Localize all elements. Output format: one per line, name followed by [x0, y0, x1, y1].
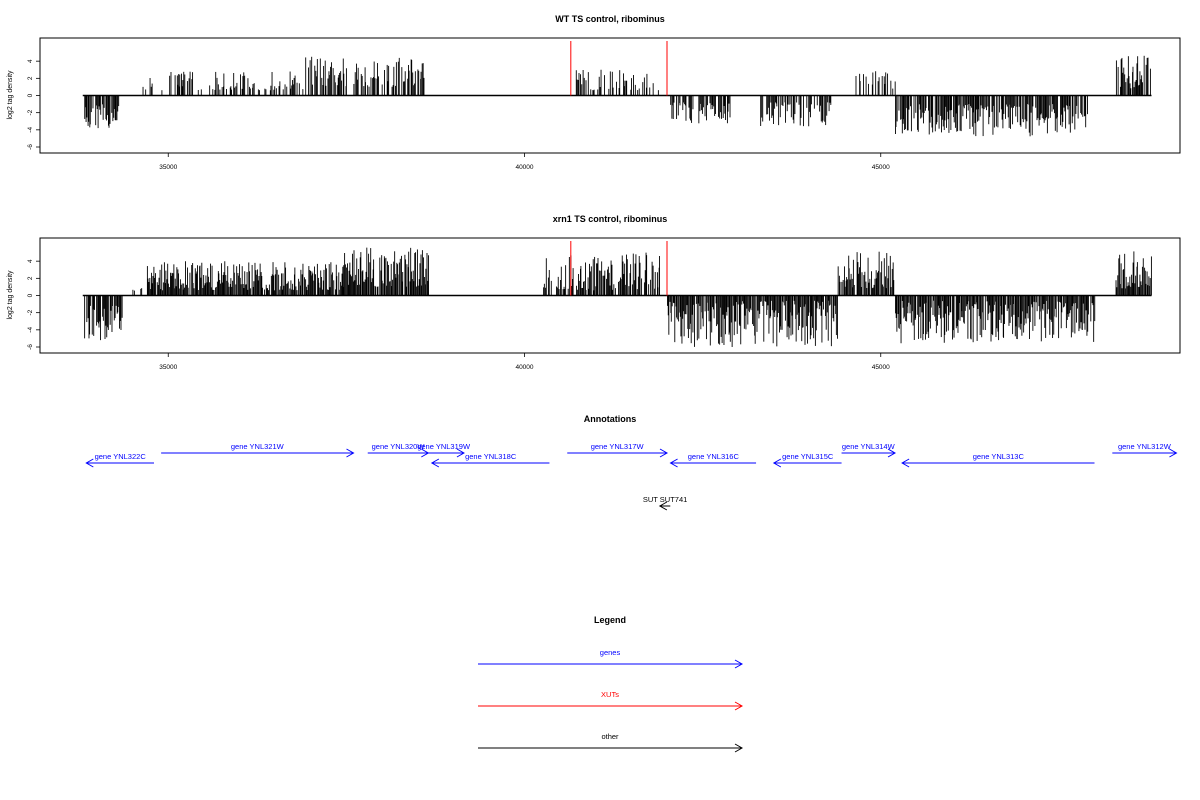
- y-tick-label: -6: [27, 344, 34, 350]
- wt-y-ticks: -6 -4 -2 0 2 4: [27, 59, 40, 150]
- gene-label: gene YNL314W: [842, 442, 896, 451]
- xrn1-y-ticks: -6 -4 -2 0 2 4: [27, 259, 40, 350]
- xrn1-red-marks: [570, 241, 668, 296]
- other-arrow: SUT SUT741: [643, 495, 687, 511]
- y-tick-label: 0: [27, 93, 34, 97]
- xrn1-x-ticks: 35000 40000 45000: [159, 353, 890, 371]
- gene-label: gene YNL322C: [95, 452, 147, 461]
- wt-panel-title: WT TS control, ribominus: [555, 14, 665, 24]
- legend: Legend genes XUTs other: [478, 615, 744, 753]
- y-tick-label: 4: [27, 259, 34, 263]
- gene-label: gene YNL313C: [973, 452, 1025, 461]
- legend-items: genes XUTs other: [478, 648, 744, 753]
- legend-label: genes: [600, 648, 621, 657]
- annotations-title: Annotations: [584, 414, 637, 424]
- gene-arrow: gene YNL319W: [417, 442, 471, 458]
- gene-arrow: gene YNL312W: [1112, 442, 1178, 458]
- xrn1-y-axis-label: log2 tag density: [7, 270, 14, 320]
- y-tick-label: -4: [27, 327, 34, 333]
- legend-arrow: genes: [478, 648, 744, 669]
- gene-arrow: gene YNL321W: [161, 442, 355, 458]
- gene-label: gene YNL321W: [231, 442, 285, 451]
- wt-x-ticks: 35000 40000 45000: [159, 153, 890, 171]
- gene-arrow: gene YNL322C: [85, 452, 154, 468]
- y-tick-label: -2: [27, 109, 34, 115]
- gene-arrow: gene YNL315C: [772, 452, 842, 468]
- y-tick-label: -6: [27, 144, 34, 150]
- gene-label: gene YNL319W: [417, 442, 471, 451]
- y-tick-label: -4: [27, 127, 34, 133]
- legend-label: other: [601, 732, 619, 741]
- gene-label: gene YNL315C: [782, 452, 834, 461]
- gene-arrow: gene YNL317W: [567, 442, 669, 458]
- xrn1-signal-bars: [82, 247, 1152, 347]
- gene-label: gene YNL316C: [688, 452, 740, 461]
- y-tick-label: 0: [27, 293, 34, 297]
- gene-label: gene YNL312W: [1118, 442, 1172, 451]
- other-arrows: SUT SUT741: [643, 495, 687, 511]
- y-tick-label: 2: [27, 76, 34, 80]
- gene-arrow: gene YNL318C: [430, 452, 550, 468]
- gene-arrow: gene YNL314W: [841, 442, 897, 458]
- gene-arrow: gene YNL313C: [901, 452, 1095, 468]
- gene-label: gene YNL317W: [591, 442, 645, 451]
- wt-signal-bars: [82, 55, 1152, 137]
- legend-title: Legend: [594, 615, 626, 625]
- x-tick-label: 45000: [872, 164, 890, 171]
- y-tick-label: -2: [27, 309, 34, 315]
- gene-label: gene YNL320W: [372, 442, 426, 451]
- x-tick-label: 35000: [159, 364, 177, 371]
- gene-arrow: gene YNL316C: [669, 452, 757, 468]
- wt-y-axis-label: log2 tag density: [7, 70, 14, 120]
- y-tick-label: 4: [27, 59, 34, 63]
- xrn1-panel: xrn1 TS control, ribominus log2 tag dens…: [7, 214, 1181, 371]
- gene-label: gene YNL318C: [465, 452, 517, 461]
- legend-arrow: other: [478, 732, 744, 753]
- x-tick-label: 40000: [515, 364, 533, 371]
- wt-red-marks: [570, 41, 668, 96]
- annotations-track: Annotations gene YNL322C gene YNL321W gene…: [85, 414, 1178, 511]
- other-label: SUT SUT741: [643, 495, 687, 504]
- xrn1-panel-title: xrn1 TS control, ribominus: [553, 214, 668, 224]
- x-tick-label: 45000: [872, 364, 890, 371]
- legend-arrow: XUTs: [478, 690, 744, 711]
- wt-panel: WT TS control, ribominus log2 tag densit…: [7, 14, 1181, 171]
- x-tick-label: 35000: [159, 164, 177, 171]
- x-tick-label: 40000: [515, 164, 533, 171]
- y-tick-label: 2: [27, 276, 34, 280]
- legend-label: XUTs: [601, 690, 619, 699]
